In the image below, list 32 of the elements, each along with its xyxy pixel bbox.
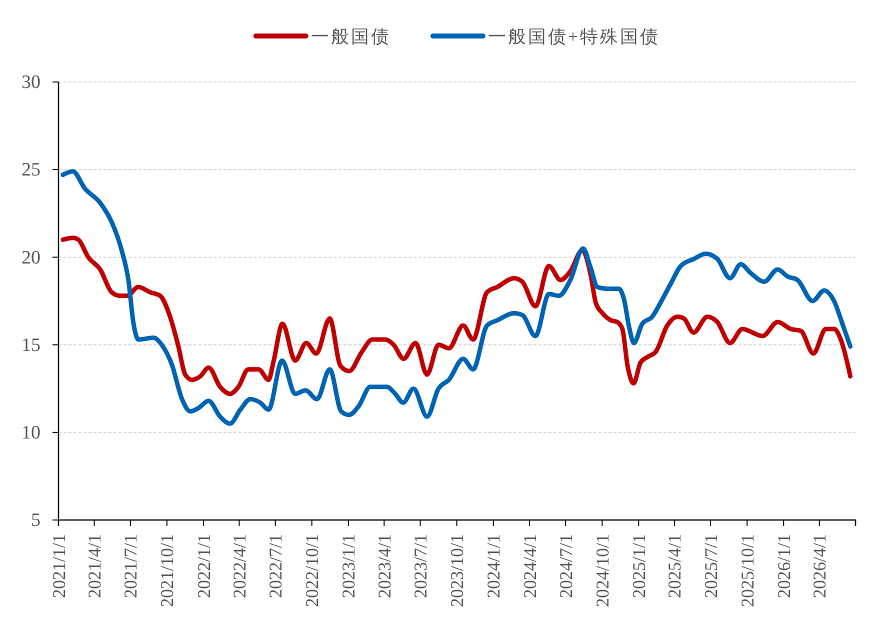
x-tick-label: 2024/4/1: [520, 534, 540, 598]
y-tick-label: 25: [22, 160, 40, 181]
x-tick-label: 2021/4/1: [84, 534, 105, 598]
x-tick-label: 2021/10/1: [157, 534, 178, 608]
x-tick-label: 2026/1/1: [774, 534, 794, 598]
x-tick-label: 2023/10/1: [447, 534, 468, 608]
line-series: [60, 236, 853, 396]
x-tick-label: 2022/7/1: [266, 534, 286, 598]
line-series: [60, 169, 853, 426]
x-tick-label: 2023/4/1: [374, 534, 394, 598]
x-tick-label: 2022/1/1: [194, 534, 214, 598]
x-tick-label: 2021/1/1: [48, 534, 69, 598]
x-tick-label: 2024/7/1: [556, 534, 576, 598]
y-tick-label: 10: [22, 422, 40, 444]
y-tick-label: 15: [22, 334, 40, 356]
x-tick-label: 2025/7/1: [700, 534, 721, 598]
x-tick-label: 2022/4/1: [229, 534, 250, 598]
x-tick-label: 2026/4/1: [810, 534, 830, 598]
x-tick-label: 2025/10/1: [737, 534, 758, 608]
x-tick-label: 2023/1/1: [338, 534, 359, 598]
y-tick-label: 5: [31, 510, 40, 532]
x-tick-label: 2021/7/1: [120, 534, 141, 598]
x-tick-label: 2025/4/1: [664, 534, 685, 598]
x-tick-label: 2024/1/1: [484, 534, 504, 598]
legend-label: 一般国债+特殊国债: [488, 26, 660, 46]
x-tick-label: 2023/7/1: [410, 534, 431, 598]
x-tick-label: 2025/1/1: [628, 534, 649, 598]
y-tick-label: 30: [22, 72, 40, 94]
legend-label: 一般国债: [310, 26, 391, 46]
x-tick-label: 2022/10/1: [302, 534, 322, 608]
y-tick-label: 20: [22, 247, 40, 268]
x-tick-label: 2024/10/1: [592, 534, 612, 608]
